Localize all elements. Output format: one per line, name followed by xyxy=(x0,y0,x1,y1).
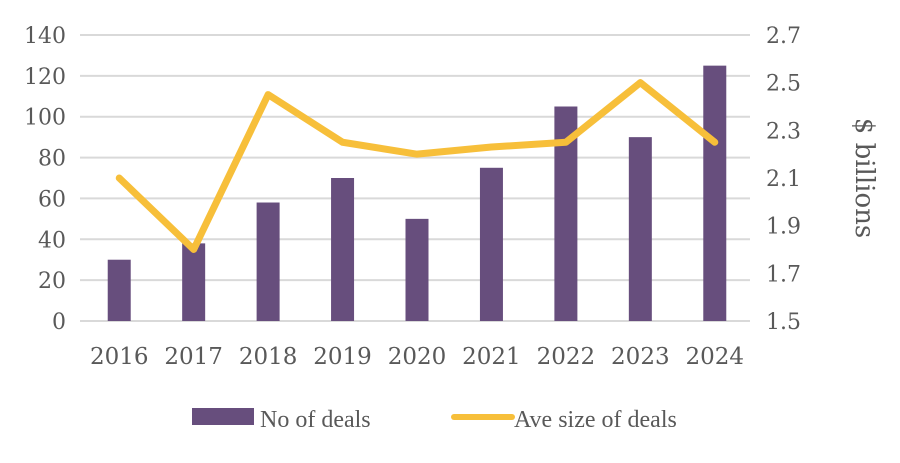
y2-tick-label: 1.9 xyxy=(766,215,801,240)
x-tick-label: 2017 xyxy=(164,344,223,370)
x-tick-label: 2016 xyxy=(90,344,149,370)
x-tick-label: 2019 xyxy=(313,344,372,370)
x-tick-label: 2020 xyxy=(388,344,447,370)
left-axis-ticks: 0 20 40 60 80 100 120 140 xyxy=(24,24,66,335)
bars-no-of-deals xyxy=(107,65,727,322)
bar xyxy=(405,218,429,321)
y-tick-label: 140 xyxy=(24,24,66,49)
legend-label-no-of-deals: No of deals xyxy=(260,407,371,433)
right-axis-label: $ billions xyxy=(849,118,879,238)
y-tick-label: 60 xyxy=(38,187,66,212)
bar xyxy=(107,259,131,321)
x-axis-ticks: 2016 2017 2018 2019 2020 2021 2022 2023 2024 xyxy=(90,344,744,370)
y-tick-label: 20 xyxy=(38,269,66,294)
y-tick-label: 80 xyxy=(38,147,66,172)
bar xyxy=(479,167,503,321)
right-axis-ticks: 1.5 1.7 1.9 2.1 2.3 2.5 2.7 xyxy=(766,24,801,335)
y-tick-label: 0 xyxy=(52,310,66,335)
x-tick-label: 2024 xyxy=(686,344,745,370)
x-tick-label: 2022 xyxy=(537,344,596,370)
bar xyxy=(331,178,355,321)
bar xyxy=(256,202,280,321)
bar xyxy=(554,106,578,321)
y2-tick-label: 2.7 xyxy=(766,24,801,49)
bar xyxy=(182,243,206,321)
y-tick-label: 40 xyxy=(38,228,66,253)
y2-tick-label: 2.1 xyxy=(766,167,801,192)
x-tick-label: 2023 xyxy=(611,344,670,370)
x-tick-label: 2021 xyxy=(462,344,521,370)
y2-tick-label: 1.7 xyxy=(766,262,801,287)
legend: No of deals Ave size of deals xyxy=(192,407,677,433)
y2-tick-label: 2.3 xyxy=(766,119,801,144)
legend-swatch-no-of-deals xyxy=(192,408,254,425)
legend-label-ave-size-of-deals: Ave size of deals xyxy=(514,407,677,433)
line-ave-size-of-deals xyxy=(115,79,719,253)
y2-tick-label: 1.5 xyxy=(766,310,801,335)
x-tick-label: 2018 xyxy=(239,344,298,370)
y-tick-label: 100 xyxy=(24,106,66,131)
y2-tick-label: 2.5 xyxy=(766,72,801,97)
y-tick-label: 120 xyxy=(24,65,66,90)
line-series xyxy=(115,79,719,253)
bar xyxy=(703,65,727,322)
bar xyxy=(628,137,652,321)
